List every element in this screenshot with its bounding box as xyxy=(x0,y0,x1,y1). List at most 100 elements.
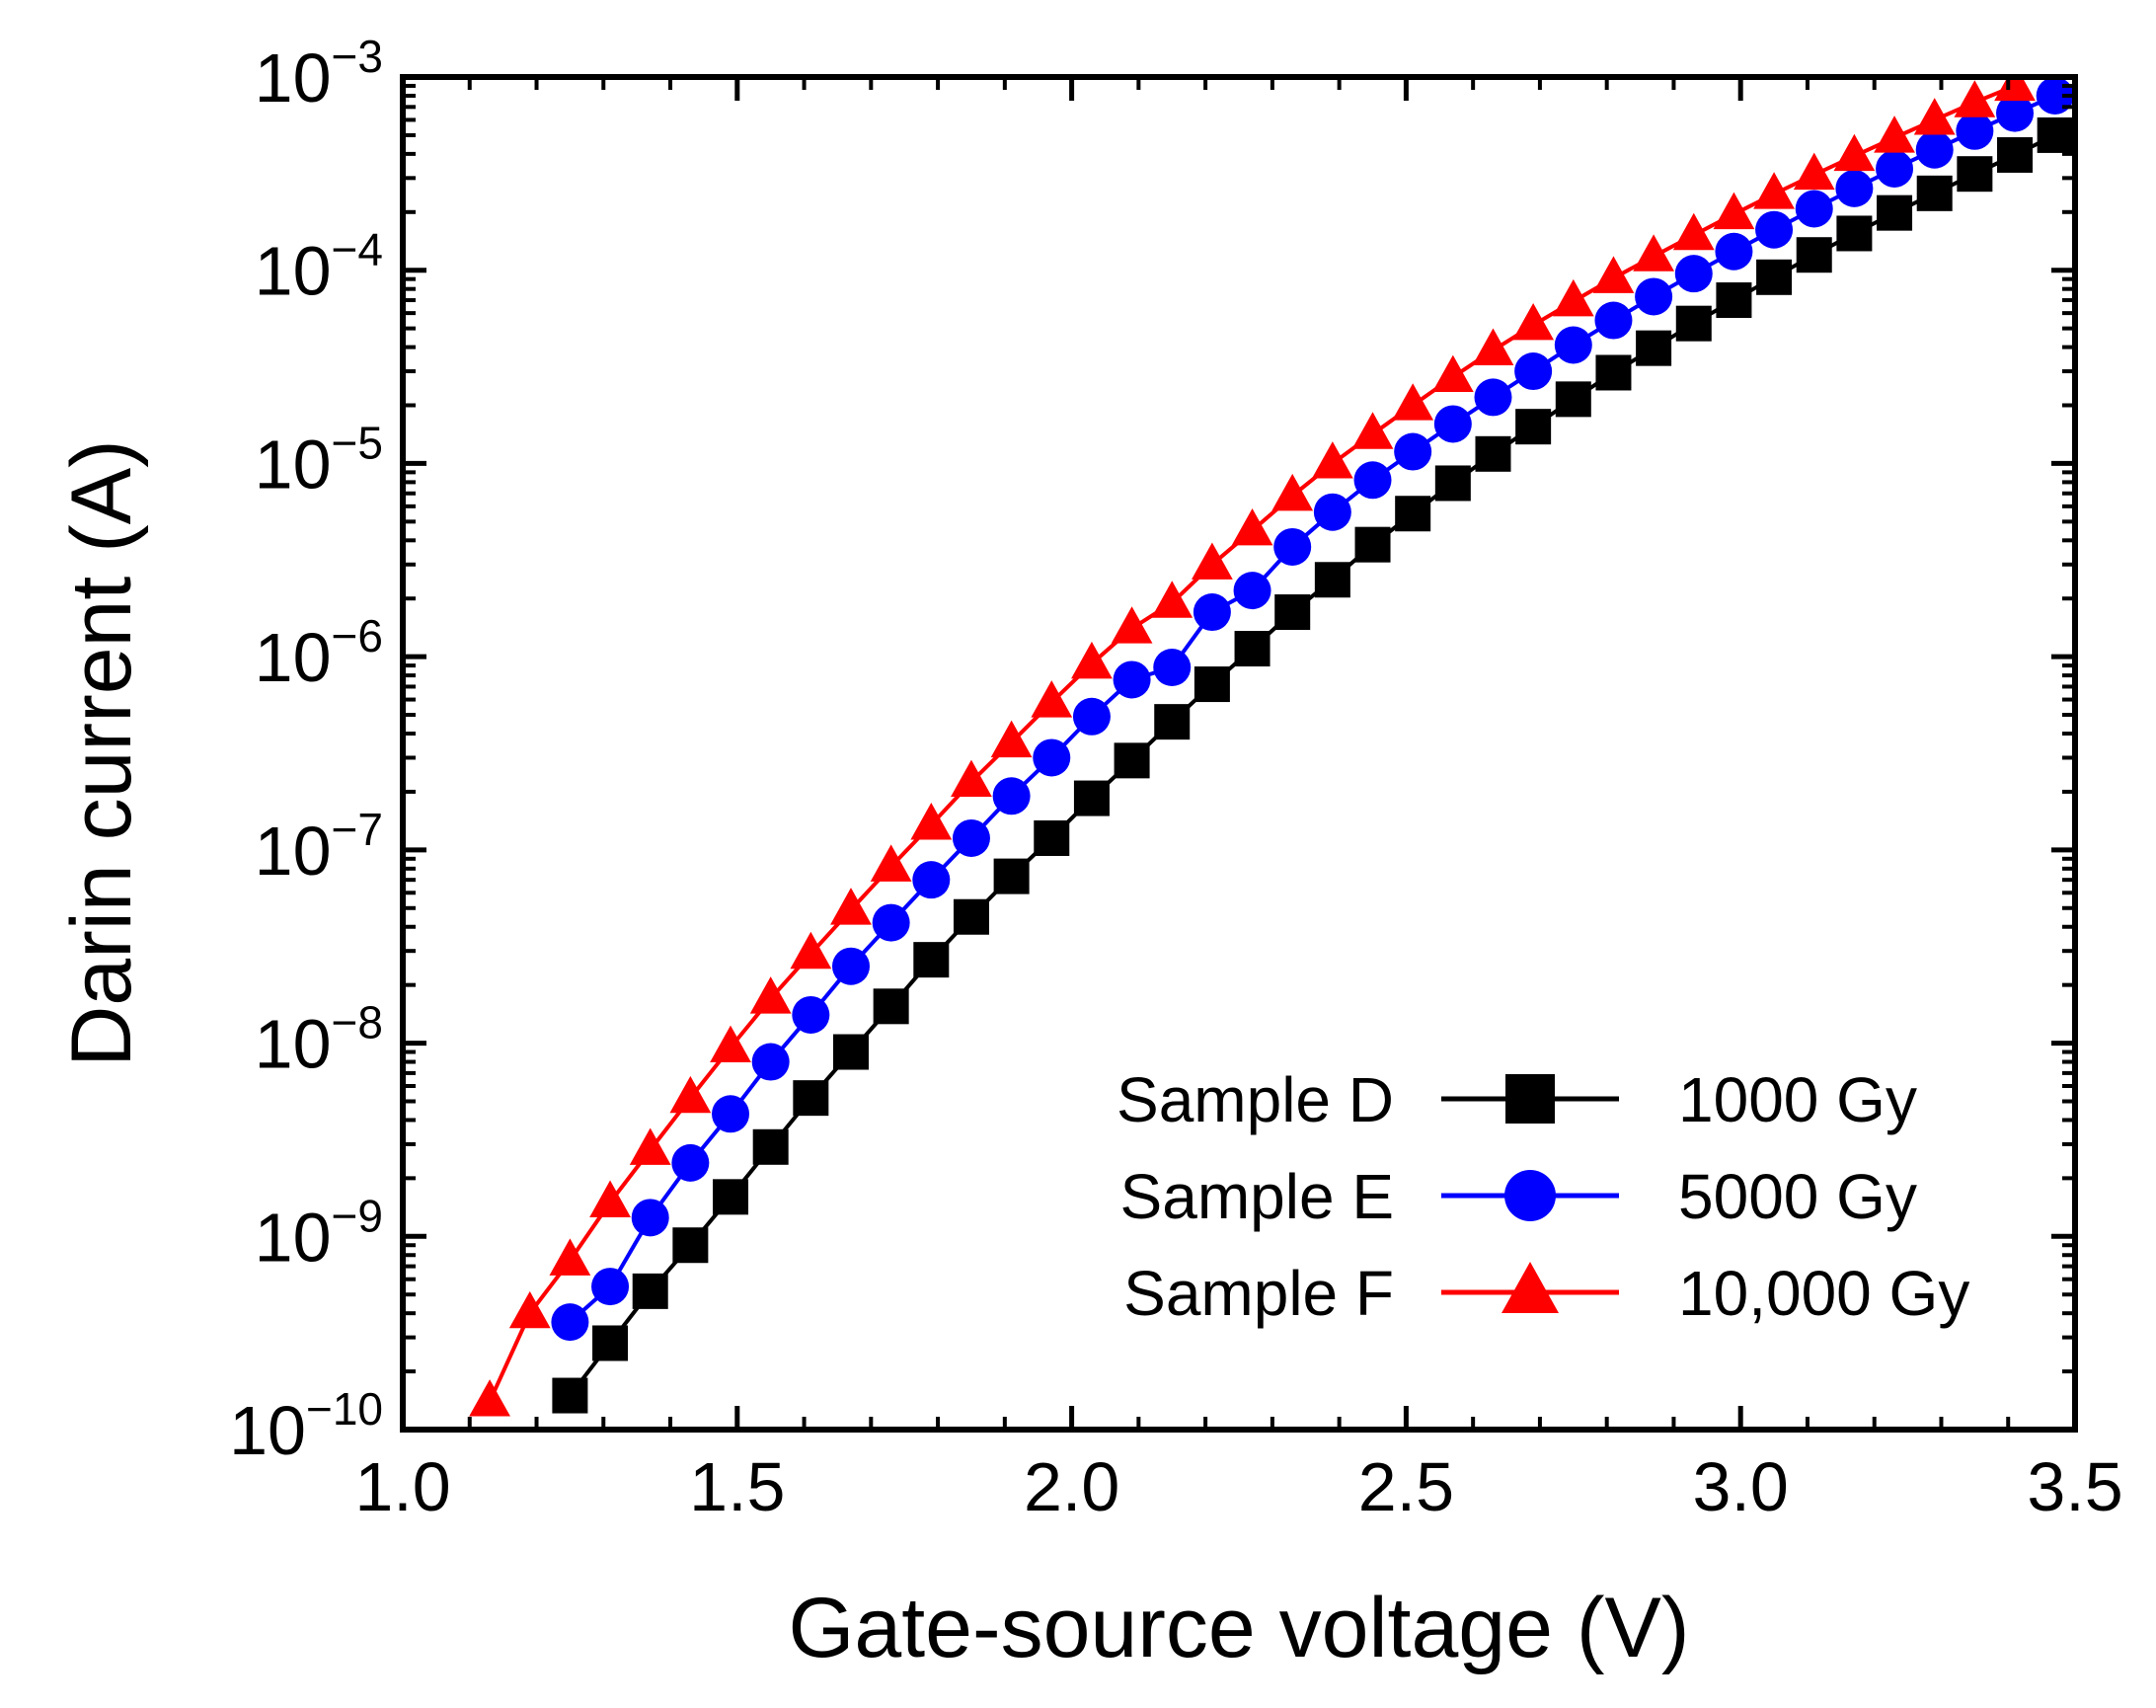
legend-dose-label: 1000 Gy xyxy=(1678,1064,1917,1135)
y-tick-label: 10−7 xyxy=(255,804,383,890)
data-point xyxy=(993,858,1030,894)
data-point xyxy=(873,988,909,1025)
data-point xyxy=(1111,606,1153,644)
series-sample-f xyxy=(469,77,2036,1417)
data-point xyxy=(1592,256,1635,293)
data-point xyxy=(1153,649,1192,687)
data-point xyxy=(1756,259,1793,295)
data-point xyxy=(1351,412,1394,449)
data-point xyxy=(1114,742,1150,779)
y-tick-label: 10−6 xyxy=(255,610,383,696)
data-point xyxy=(952,818,990,857)
y-tick-base: 10 xyxy=(229,1392,306,1469)
data-point xyxy=(1954,80,1996,117)
legend-item: Sample D 1000 Gy xyxy=(1116,1064,1917,1135)
data-point xyxy=(1273,527,1312,566)
data-point xyxy=(1234,631,1270,667)
data-point xyxy=(669,1075,712,1114)
data-point xyxy=(831,947,870,985)
data-point xyxy=(1151,581,1194,618)
data-point xyxy=(1154,704,1191,740)
data-point xyxy=(1031,680,1073,718)
x-tick-label: 3.0 xyxy=(1693,1448,1789,1525)
series-sample-e xyxy=(551,77,2074,1342)
y-tick-label: 10−10 xyxy=(229,1383,383,1469)
data-point xyxy=(1233,572,1271,610)
data-point xyxy=(1555,381,1591,418)
data-point xyxy=(1915,130,1954,169)
data-point xyxy=(1231,507,1273,546)
data-point xyxy=(1835,169,1874,207)
y-tick-base: 10 xyxy=(255,39,332,116)
data-point xyxy=(912,861,951,899)
data-point xyxy=(990,720,1033,758)
legend: Sample D 1000 Gy Sample E 5000 Gy Sample F 10… xyxy=(1116,1064,1969,1329)
data-point xyxy=(589,1180,631,1217)
data-point xyxy=(1274,594,1311,631)
data-point xyxy=(1353,461,1392,500)
y-tick-exponent: −3 xyxy=(332,31,383,82)
data-point xyxy=(632,1273,668,1309)
y-tick-exponent: −10 xyxy=(306,1383,383,1435)
data-point xyxy=(1512,302,1555,341)
data-point xyxy=(1474,378,1512,417)
y-tick-label: 10−9 xyxy=(255,1190,383,1276)
y-tick-base: 10 xyxy=(255,233,332,310)
x-tick-label: 3.5 xyxy=(2027,1448,2122,1525)
data-point xyxy=(749,976,792,1014)
data-point xyxy=(1595,354,1632,391)
data-point xyxy=(1515,409,1552,445)
data-point xyxy=(1072,697,1111,736)
data-point xyxy=(1956,112,1994,150)
data-point xyxy=(710,1025,751,1063)
y-tick-base: 10 xyxy=(255,1199,332,1276)
data-point xyxy=(1395,496,1431,532)
data-point xyxy=(713,1179,749,1215)
legend-item: Sample E 5000 Gy xyxy=(1120,1161,1917,1232)
data-point xyxy=(1876,149,1914,188)
data-point xyxy=(549,1238,591,1276)
x-tick-label: 2.0 xyxy=(1024,1448,1119,1525)
data-point xyxy=(1633,234,1674,272)
data-point xyxy=(951,759,992,798)
data-point xyxy=(1472,328,1514,365)
data-point xyxy=(910,803,953,840)
y-tick-exponent: −9 xyxy=(332,1190,383,1241)
data-point xyxy=(592,1325,629,1361)
data-point xyxy=(1552,278,1594,317)
data-point xyxy=(631,1199,669,1237)
data-point xyxy=(1795,190,1833,228)
data-point xyxy=(870,844,912,882)
data-point xyxy=(1715,232,1753,271)
data-point xyxy=(1674,255,1713,293)
data-point xyxy=(1594,301,1633,340)
y-tick-base: 10 xyxy=(255,426,332,503)
plot-frame xyxy=(400,74,2078,1433)
data-point xyxy=(1193,593,1231,632)
data-point xyxy=(1957,156,1993,193)
data-point xyxy=(1672,212,1715,251)
data-point xyxy=(1833,133,1876,172)
legend-dose-label: 5000 Gy xyxy=(1678,1161,1917,1232)
data-point xyxy=(792,995,830,1034)
data-point xyxy=(629,1127,671,1165)
data-point xyxy=(1675,305,1712,342)
legend-marker xyxy=(1504,1170,1556,1221)
data-point xyxy=(1996,94,2035,132)
legend-series-name: Sample F xyxy=(1123,1258,1394,1329)
data-point xyxy=(913,942,950,978)
y-tick-exponent: −6 xyxy=(332,610,383,661)
series-line xyxy=(569,94,2056,1324)
data-point xyxy=(1916,175,1953,211)
y-tick-label: 10−4 xyxy=(255,224,383,310)
y-tick-base: 10 xyxy=(255,813,332,890)
y-tick-label: 10−8 xyxy=(255,997,383,1083)
data-point xyxy=(1033,738,1071,777)
data-point xyxy=(1913,98,1956,135)
x-tick-label: 1.5 xyxy=(689,1448,785,1525)
data-point xyxy=(1755,210,1794,249)
data-point xyxy=(552,1377,588,1414)
data-point xyxy=(1354,526,1391,563)
data-point xyxy=(1271,473,1314,511)
legend-marker xyxy=(1502,1262,1559,1313)
